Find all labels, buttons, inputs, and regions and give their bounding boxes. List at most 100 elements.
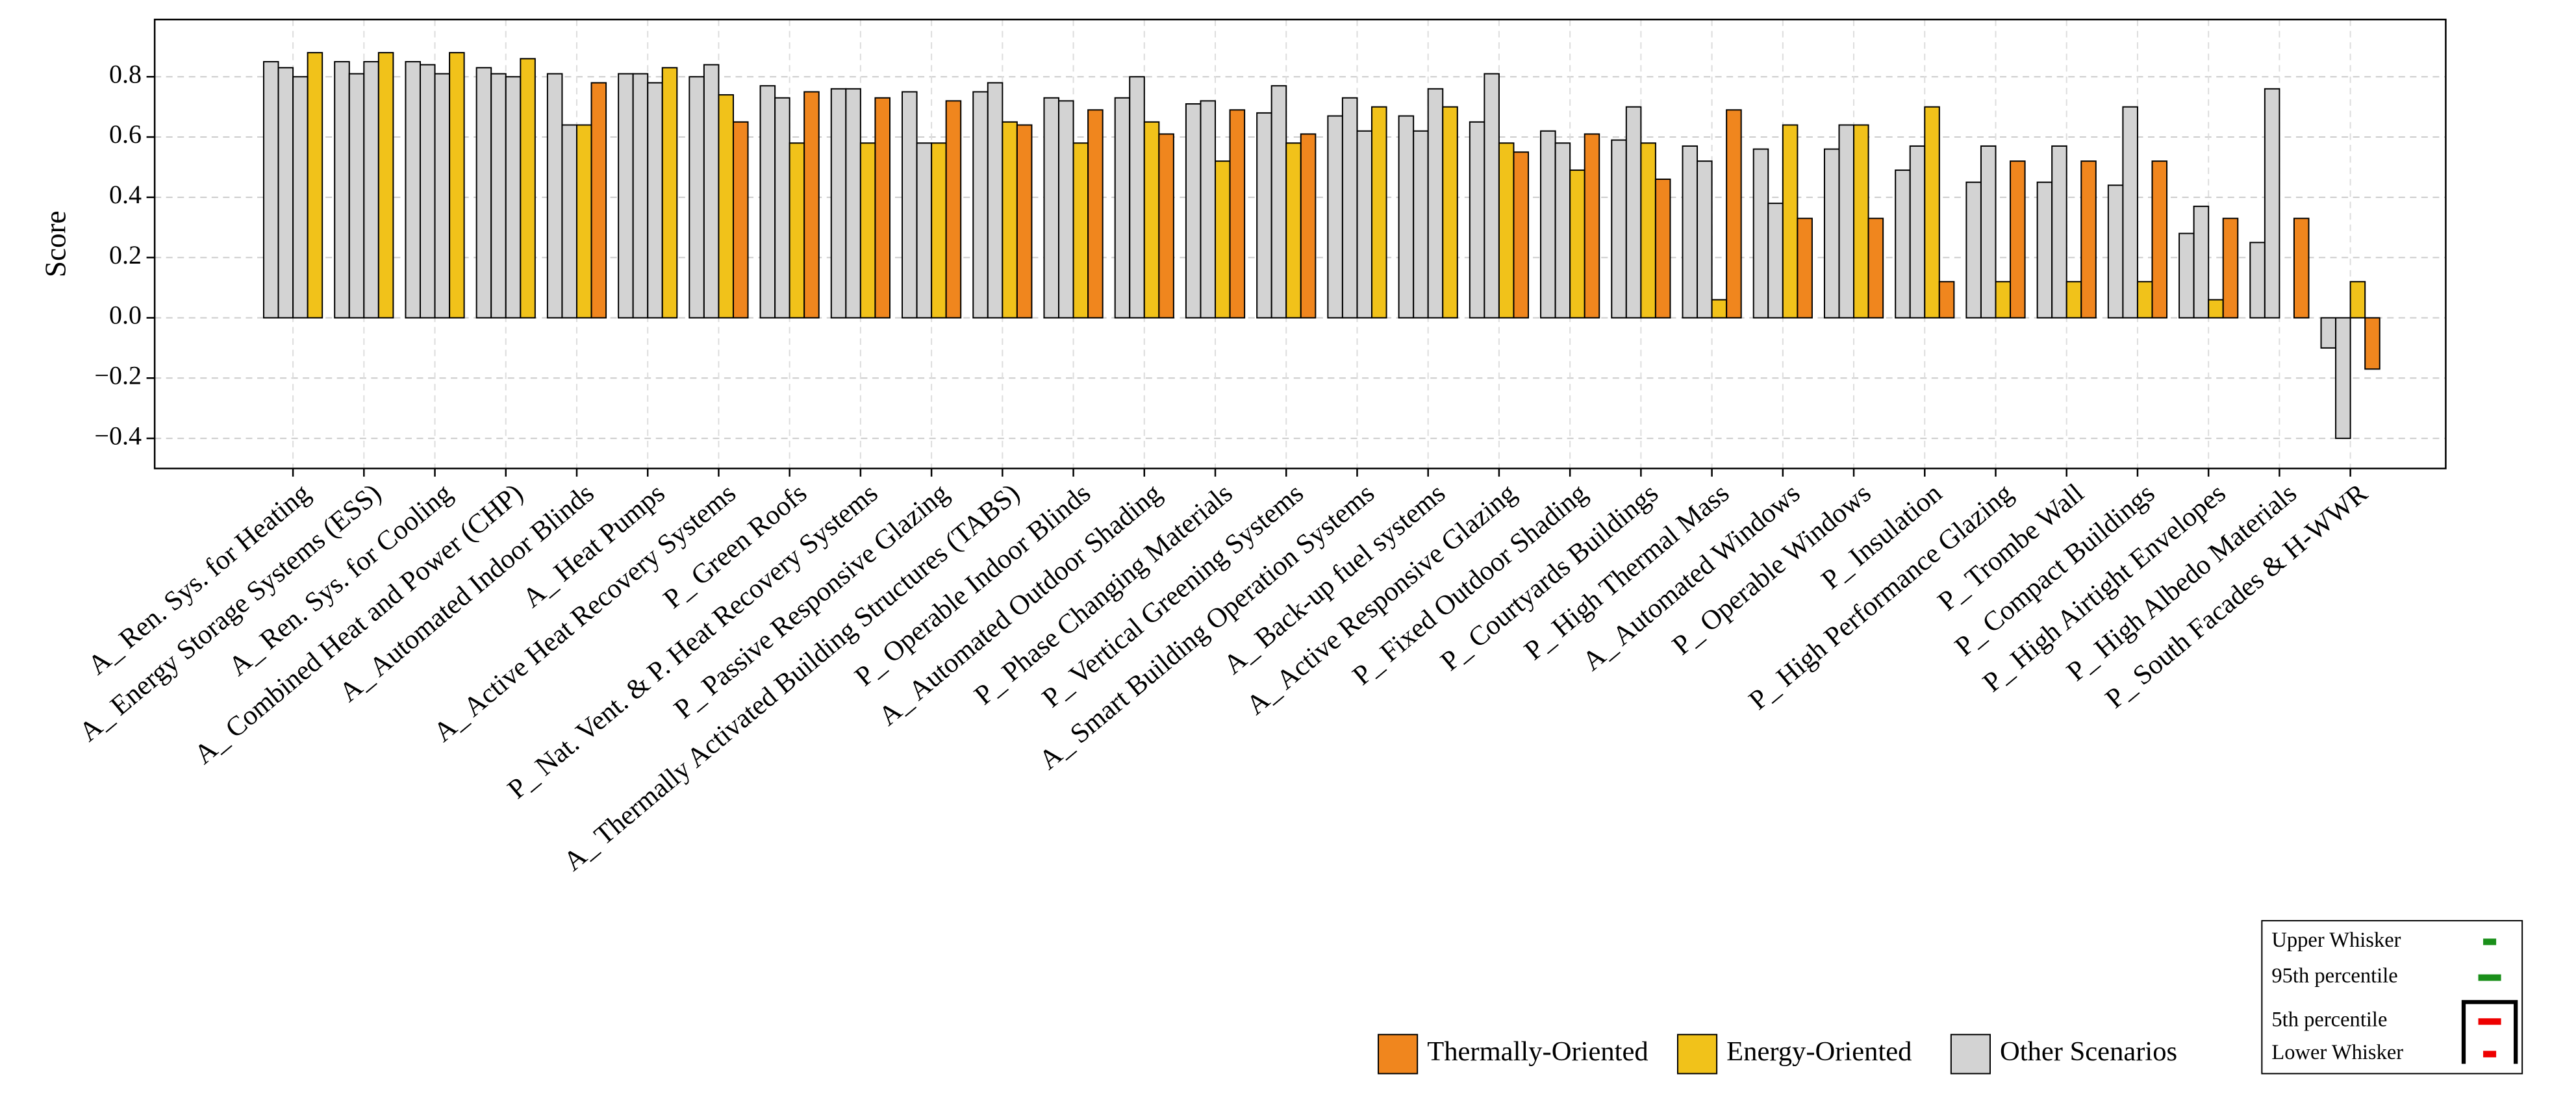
bar xyxy=(1965,181,1982,319)
bar xyxy=(1185,103,1202,319)
bar xyxy=(732,121,749,319)
bar xyxy=(2249,242,2266,319)
bar xyxy=(262,61,279,319)
bar xyxy=(1300,133,1317,319)
bar xyxy=(618,73,634,319)
bar xyxy=(1058,100,1074,319)
bar xyxy=(1341,97,1358,319)
bar xyxy=(1726,109,1742,319)
bar xyxy=(2335,317,2351,440)
whisker-legend-label: Lower Whisker xyxy=(2271,1041,2403,1064)
bar xyxy=(1682,145,1698,319)
legend-swatch xyxy=(1950,1034,1991,1075)
bar xyxy=(475,67,492,319)
bar xyxy=(2178,232,2195,319)
x-tick-label: A_ Energy Storage Systems (ESS) xyxy=(73,478,387,748)
bar xyxy=(1413,130,1429,319)
bar xyxy=(2151,160,2168,319)
bar xyxy=(1938,281,1955,319)
y-tick-label: 0.2 xyxy=(109,240,142,269)
bar xyxy=(1427,88,1444,319)
bar xyxy=(1654,179,1671,319)
bar xyxy=(931,142,947,319)
whisker-legend-label: Upper Whisker xyxy=(2271,929,2401,952)
whisker-legend-mark xyxy=(2478,974,2501,981)
bar xyxy=(1398,115,1415,319)
bar xyxy=(859,142,876,319)
y-tick-label: 0.4 xyxy=(109,180,142,209)
bar xyxy=(1611,139,1627,319)
bar xyxy=(1697,160,1713,319)
bar xyxy=(874,97,890,319)
bar xyxy=(845,88,861,319)
bar xyxy=(1540,130,1556,319)
bar xyxy=(1158,133,1174,319)
bar xyxy=(1909,145,1926,319)
bar xyxy=(277,67,294,319)
bar xyxy=(1767,203,1784,319)
bar xyxy=(2051,145,2067,319)
bar xyxy=(505,76,522,319)
bar xyxy=(1513,151,1530,319)
legend-swatch xyxy=(1378,1034,1419,1075)
legend-label: Energy-Oriented xyxy=(1726,1036,1912,1067)
bar xyxy=(632,73,649,319)
bar xyxy=(972,91,989,319)
bar xyxy=(1016,124,1033,319)
legend-swatch xyxy=(1676,1034,1718,1075)
bar xyxy=(1752,148,1769,319)
bar xyxy=(2320,317,2337,349)
whisker-legend-mark xyxy=(2478,1018,2501,1025)
bar xyxy=(1087,109,1104,319)
whisker-legend-label: 5th percentile xyxy=(2271,1008,2387,1032)
bar xyxy=(2264,88,2280,319)
bar xyxy=(1498,142,1515,319)
bar xyxy=(348,73,365,319)
bar xyxy=(449,52,465,319)
bar xyxy=(1569,169,1585,319)
bar xyxy=(1797,218,1813,319)
bar xyxy=(490,73,507,319)
bar xyxy=(1584,133,1600,319)
bar xyxy=(1356,130,1373,319)
bar xyxy=(2208,299,2224,319)
whisker-legend-bracket xyxy=(2461,1000,2518,1064)
bar xyxy=(803,91,820,319)
bar xyxy=(1043,97,1060,319)
bar xyxy=(2010,160,2026,319)
bar xyxy=(1442,106,1458,319)
bar xyxy=(1285,142,1302,319)
bar xyxy=(661,67,678,319)
bar xyxy=(2107,184,2124,319)
bar xyxy=(1072,142,1089,319)
bar xyxy=(1853,124,1869,319)
bar xyxy=(520,58,536,319)
bar xyxy=(1782,124,1799,319)
bar xyxy=(1229,109,1246,319)
bar xyxy=(718,94,734,319)
bar xyxy=(1980,145,1997,319)
bar xyxy=(334,61,350,319)
bar xyxy=(789,142,805,319)
bar xyxy=(703,64,720,319)
bar xyxy=(546,73,563,319)
bar xyxy=(2122,106,2138,319)
bar xyxy=(2364,317,2380,370)
bar xyxy=(1823,148,1840,319)
bar xyxy=(2222,218,2239,319)
bar xyxy=(405,61,421,319)
bar xyxy=(1114,97,1131,319)
bar xyxy=(2065,281,2082,319)
bar xyxy=(1867,218,1884,319)
y-axis-label: Score xyxy=(40,210,72,277)
bar xyxy=(590,82,607,319)
y-tick-label: −0.2 xyxy=(94,360,142,390)
bar xyxy=(2136,281,2153,319)
bar xyxy=(1625,106,1642,319)
bar xyxy=(1554,142,1571,319)
legend-label: Other Scenarios xyxy=(2000,1036,2177,1067)
bar xyxy=(1200,100,1217,319)
y-tick-label: 0.8 xyxy=(109,59,142,88)
bar xyxy=(1002,121,1018,319)
